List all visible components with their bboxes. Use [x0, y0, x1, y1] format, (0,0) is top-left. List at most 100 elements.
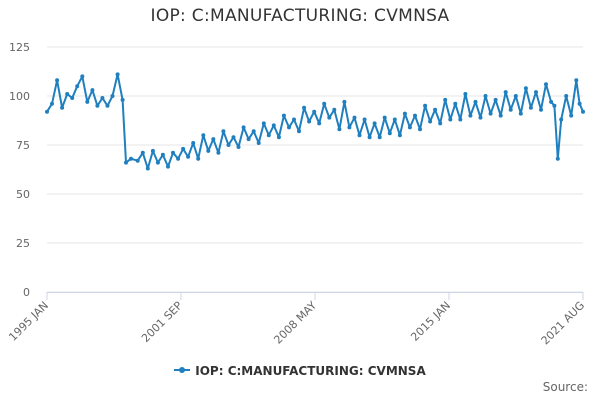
data-point[interactable]	[372, 121, 377, 126]
data-point[interactable]	[150, 148, 155, 153]
data-point[interactable]	[377, 135, 382, 140]
data-point[interactable]	[129, 156, 133, 161]
data-point[interactable]	[493, 97, 498, 102]
data-point[interactable]	[135, 158, 140, 163]
data-point[interactable]	[453, 101, 458, 106]
data-point[interactable]	[45, 109, 49, 114]
data-point[interactable]	[332, 107, 337, 112]
data-point[interactable]	[160, 152, 165, 157]
data-point[interactable]	[155, 160, 160, 165]
data-point[interactable]	[186, 154, 191, 159]
data-point[interactable]	[292, 117, 296, 122]
data-point[interactable]	[110, 94, 115, 98]
data-point[interactable]	[337, 127, 342, 132]
data-point[interactable]	[241, 125, 246, 130]
data-point[interactable]	[100, 96, 105, 100]
data-point[interactable]	[50, 101, 54, 106]
data-point[interactable]	[211, 137, 216, 142]
data-point[interactable]	[176, 156, 181, 161]
data-point[interactable]	[120, 97, 125, 102]
data-point[interactable]	[448, 117, 453, 122]
data-point[interactable]	[347, 125, 352, 130]
data-point[interactable]	[281, 113, 286, 118]
data-point[interactable]	[574, 78, 579, 83]
data-point[interactable]	[559, 117, 564, 122]
data-point[interactable]	[171, 150, 175, 155]
data-point[interactable]	[70, 96, 75, 100]
data-point[interactable]	[443, 97, 448, 102]
data-point[interactable]	[221, 129, 226, 134]
data-point[interactable]	[581, 109, 585, 114]
data-point[interactable]	[166, 164, 170, 169]
data-point[interactable]	[544, 82, 548, 87]
data-point[interactable]	[266, 133, 271, 138]
data-point[interactable]	[85, 99, 90, 104]
data-point[interactable]	[216, 150, 221, 155]
data-point[interactable]	[236, 145, 241, 149]
data-point[interactable]	[413, 113, 417, 118]
data-point[interactable]	[418, 127, 422, 132]
data-point[interactable]	[488, 111, 493, 116]
data-point[interactable]	[196, 156, 201, 161]
data-point[interactable]	[271, 123, 276, 128]
data-point[interactable]	[124, 160, 128, 165]
data-point[interactable]	[513, 94, 518, 98]
data-point[interactable]	[397, 133, 402, 138]
data-point[interactable]	[251, 129, 256, 134]
data-point[interactable]	[206, 148, 211, 153]
data-point[interactable]	[387, 131, 392, 136]
data-point[interactable]	[392, 117, 397, 122]
data-point[interactable]	[503, 90, 508, 95]
data-point[interactable]	[191, 141, 196, 145]
legend[interactable]: IOP: C:MANUFACTURING: CVMNSA	[0, 364, 600, 378]
data-point[interactable]	[463, 92, 468, 96]
data-point[interactable]	[438, 121, 443, 126]
data-point[interactable]	[518, 111, 523, 116]
data-point[interactable]	[297, 129, 301, 134]
data-point[interactable]	[90, 88, 95, 93]
data-point[interactable]	[140, 150, 145, 155]
data-point[interactable]	[226, 143, 231, 147]
data-point[interactable]	[528, 105, 533, 110]
data-point[interactable]	[407, 125, 412, 130]
data-point[interactable]	[382, 115, 387, 120]
data-point[interactable]	[478, 115, 483, 120]
data-point[interactable]	[80, 74, 85, 79]
data-point[interactable]	[181, 146, 186, 151]
data-point[interactable]	[105, 103, 110, 108]
data-point[interactable]	[261, 121, 266, 126]
data-point[interactable]	[423, 103, 428, 108]
data-point[interactable]	[302, 105, 307, 110]
data-point[interactable]	[428, 119, 433, 124]
data-point[interactable]	[145, 166, 150, 171]
data-point[interactable]	[75, 84, 80, 89]
data-point[interactable]	[55, 78, 60, 83]
data-point[interactable]	[256, 141, 261, 145]
data-point[interactable]	[60, 105, 65, 110]
data-point[interactable]	[549, 99, 554, 104]
data-point[interactable]	[433, 107, 438, 112]
data-point[interactable]	[65, 92, 70, 96]
data-point[interactable]	[276, 135, 281, 140]
data-point[interactable]	[287, 125, 291, 130]
data-point[interactable]	[352, 115, 357, 120]
data-point[interactable]	[342, 99, 347, 104]
data-point[interactable]	[246, 137, 251, 142]
data-point[interactable]	[201, 133, 206, 138]
data-point[interactable]	[327, 115, 332, 120]
data-point[interactable]	[569, 113, 574, 118]
data-point[interactable]	[367, 135, 372, 140]
data-point[interactable]	[95, 103, 100, 108]
data-point[interactable]	[498, 113, 503, 118]
data-point[interactable]	[402, 111, 407, 116]
data-point[interactable]	[468, 113, 473, 118]
data-point[interactable]	[307, 119, 312, 124]
data-point[interactable]	[458, 117, 463, 122]
data-point[interactable]	[317, 121, 322, 126]
data-point[interactable]	[231, 135, 236, 140]
data-point[interactable]	[564, 94, 569, 98]
series-line[interactable]	[46, 73, 584, 170]
data-point[interactable]	[357, 133, 362, 138]
data-point[interactable]	[473, 99, 478, 104]
data-point[interactable]	[523, 86, 528, 91]
